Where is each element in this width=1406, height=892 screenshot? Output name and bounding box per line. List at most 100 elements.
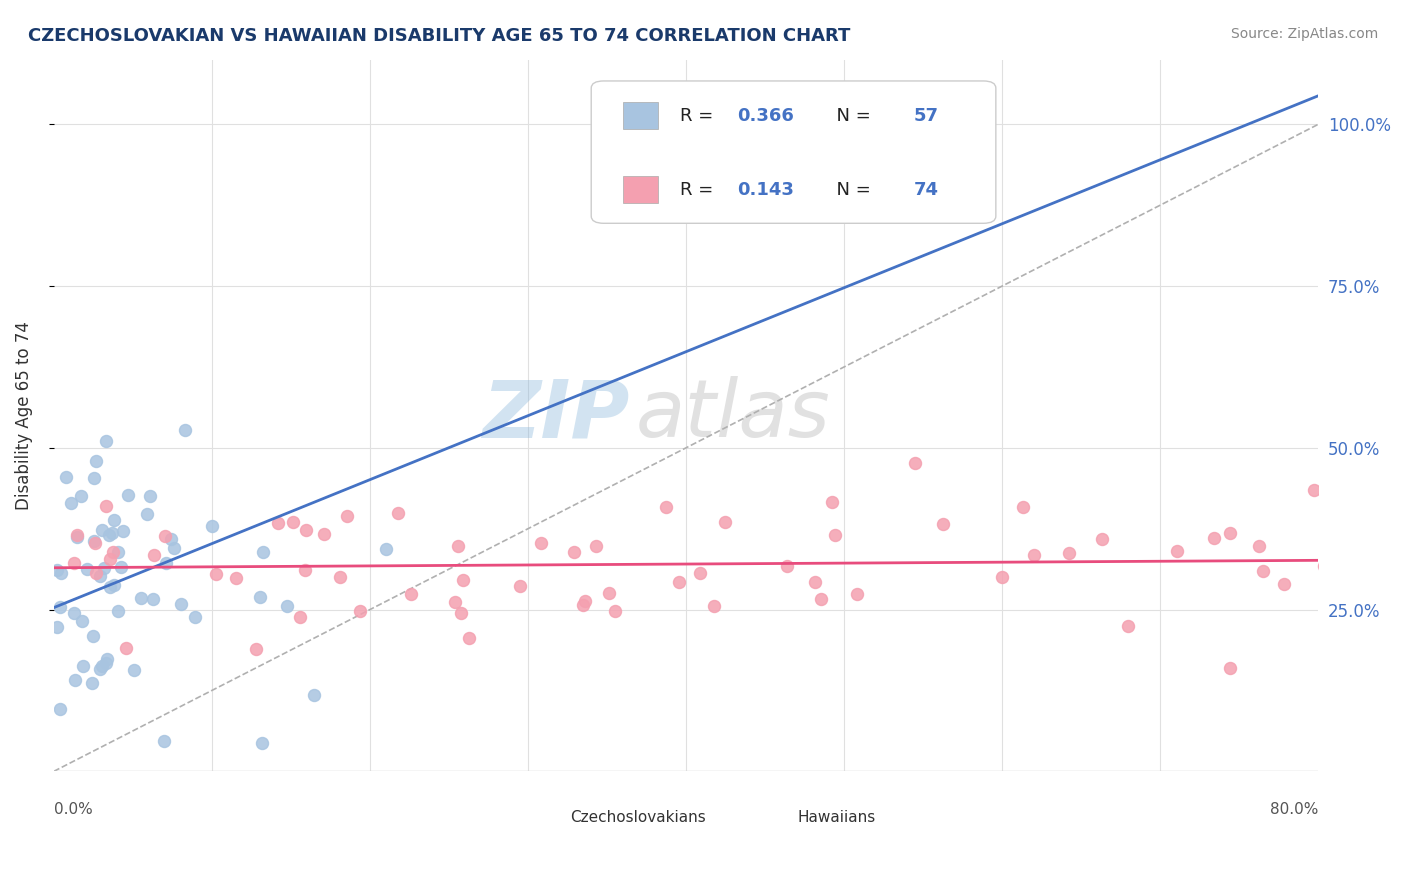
Point <box>84 566 107 580</box>
Point <box>810 591 832 606</box>
Point <box>294 563 316 577</box>
Point <box>83 534 105 549</box>
Text: ZIP: ZIP <box>482 376 628 454</box>
Point <box>252 736 274 750</box>
Y-axis label: Disability Age 65 to 74: Disability Age 65 to 74 <box>15 321 32 510</box>
Point <box>1166 544 1188 558</box>
Text: CZECHOSLOVAKIAN VS HAWAIIAN DISABILITY AGE 65 TO 74 CORRELATION CHART: CZECHOSLOVAKIAN VS HAWAIIAN DISABILITY A… <box>28 27 851 45</box>
Point <box>184 610 207 624</box>
Point <box>163 541 186 555</box>
Point <box>91 658 114 673</box>
Point <box>90 524 112 538</box>
Point <box>932 516 955 531</box>
Text: Hawaiians: Hawaiians <box>797 810 876 825</box>
Point <box>1368 537 1391 551</box>
Point <box>107 604 129 618</box>
Point <box>76 562 98 576</box>
Point <box>1249 540 1271 554</box>
Point <box>160 533 183 547</box>
Point <box>457 631 479 645</box>
Text: N =: N = <box>825 107 877 125</box>
Point <box>115 641 138 656</box>
FancyBboxPatch shape <box>591 81 995 223</box>
Point <box>689 566 711 581</box>
Point <box>117 488 139 502</box>
Point <box>447 540 470 554</box>
Point <box>153 529 176 543</box>
Point <box>96 434 118 449</box>
Point <box>1365 511 1388 525</box>
Point <box>295 523 318 537</box>
Point <box>205 566 228 581</box>
Point <box>530 535 553 549</box>
Point <box>80 676 103 690</box>
Text: Source: ZipAtlas.com: Source: ZipAtlas.com <box>1230 27 1378 41</box>
Point <box>714 515 737 529</box>
Point <box>142 548 165 562</box>
Point <box>252 544 274 558</box>
Point <box>1272 577 1295 591</box>
Point <box>84 535 107 549</box>
Point <box>122 663 145 677</box>
Point <box>107 545 129 559</box>
Point <box>111 524 134 538</box>
Text: 0.366: 0.366 <box>737 107 793 125</box>
Point <box>304 688 326 702</box>
Point <box>267 516 290 531</box>
Point <box>63 673 86 687</box>
Point <box>655 500 678 515</box>
Point <box>46 563 69 577</box>
Point <box>129 591 152 605</box>
Point <box>1379 574 1402 589</box>
Point <box>314 527 336 541</box>
Text: 80.0%: 80.0% <box>1270 802 1319 817</box>
Text: 0.0%: 0.0% <box>53 802 93 817</box>
Point <box>349 604 371 618</box>
Point <box>824 527 846 541</box>
Point <box>509 579 531 593</box>
Point <box>603 603 626 617</box>
Point <box>703 599 725 613</box>
Point <box>288 609 311 624</box>
Point <box>65 530 87 544</box>
Point <box>72 658 94 673</box>
Point <box>598 585 620 599</box>
Point <box>387 506 409 520</box>
Point <box>83 471 105 485</box>
Point <box>245 642 267 657</box>
Point <box>136 507 159 521</box>
Point <box>1091 533 1114 547</box>
Point <box>49 566 72 581</box>
Point <box>399 587 422 601</box>
Point <box>1391 615 1406 629</box>
Point <box>96 652 118 666</box>
FancyBboxPatch shape <box>755 807 787 829</box>
Point <box>1319 608 1341 623</box>
Point <box>585 539 607 553</box>
Point <box>845 586 868 600</box>
Point <box>170 598 193 612</box>
Point <box>103 513 125 527</box>
Text: Czechoslovakians: Czechoslovakians <box>569 810 706 825</box>
Point <box>55 470 77 484</box>
Point <box>93 561 115 575</box>
Point <box>991 570 1014 584</box>
Point <box>668 574 690 589</box>
Point <box>97 528 120 542</box>
Point <box>201 518 224 533</box>
Point <box>283 516 305 530</box>
Point <box>174 424 197 438</box>
Point <box>62 607 84 621</box>
Point <box>70 489 93 503</box>
Text: 0.143: 0.143 <box>737 181 793 199</box>
Point <box>1012 500 1035 515</box>
Point <box>101 544 124 558</box>
Point <box>776 558 799 573</box>
Point <box>1024 548 1046 562</box>
Point <box>94 657 117 671</box>
Point <box>1251 564 1274 578</box>
Point <box>574 593 596 607</box>
Text: 74: 74 <box>914 181 939 199</box>
Point <box>101 525 124 540</box>
Point <box>821 494 844 508</box>
